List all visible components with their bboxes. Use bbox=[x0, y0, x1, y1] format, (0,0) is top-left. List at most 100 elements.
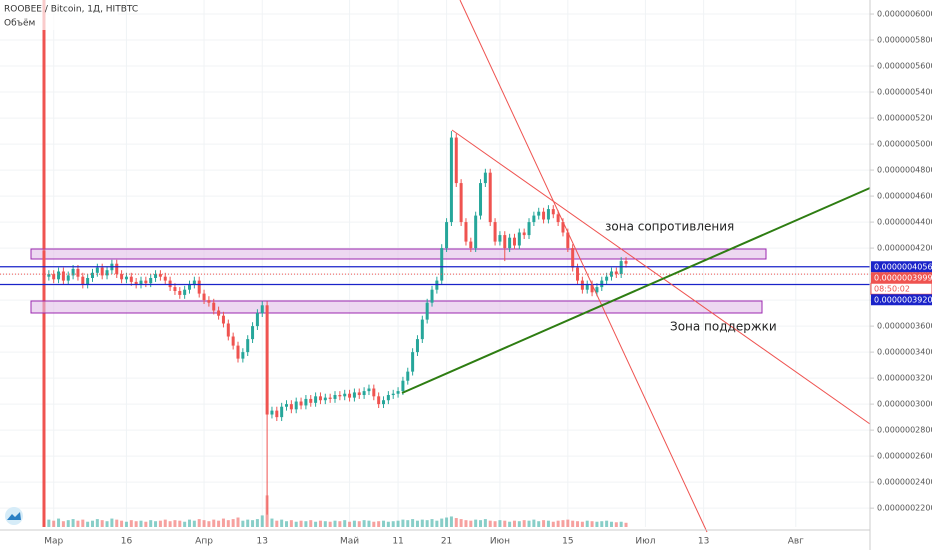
y-tick-label: 0.00000058000 bbox=[877, 36, 932, 45]
x-tick-label: Июл bbox=[635, 537, 655, 547]
candle-body bbox=[236, 345, 240, 359]
candle-body bbox=[435, 280, 439, 290]
candle-body bbox=[246, 339, 250, 353]
volume-bar bbox=[425, 520, 429, 527]
y-tick-label: 0.00000024000 bbox=[877, 478, 932, 487]
candle-body bbox=[217, 310, 221, 316]
volume-bar bbox=[294, 521, 298, 527]
candle-body bbox=[144, 280, 148, 284]
support-zone bbox=[30, 300, 763, 314]
volume-bar bbox=[275, 520, 279, 527]
volume-bar bbox=[600, 521, 604, 527]
volume-bar bbox=[386, 521, 390, 527]
y-tick-label: 0.00000026000 bbox=[877, 452, 932, 461]
volume-bar bbox=[362, 520, 366, 527]
candle-body bbox=[207, 300, 211, 303]
trend-line bbox=[459, 0, 708, 533]
volume-bar bbox=[309, 520, 313, 527]
x-tick-label: Авг bbox=[788, 537, 804, 547]
candle-body bbox=[90, 272, 94, 278]
volume-bar bbox=[76, 520, 80, 527]
candle-body bbox=[280, 406, 284, 418]
candle-body bbox=[333, 395, 337, 399]
volume-bar bbox=[226, 520, 230, 527]
candle-body bbox=[483, 172, 487, 184]
volume-bar bbox=[81, 519, 85, 527]
x-tick-label: Мар bbox=[44, 537, 63, 547]
volume-bar bbox=[614, 522, 618, 527]
candle-body bbox=[149, 277, 153, 284]
volume-bar bbox=[498, 520, 502, 527]
y-tick-label: 0.00000036000 bbox=[877, 322, 932, 331]
trend-line bbox=[401, 187, 871, 394]
price-label-bg bbox=[871, 272, 932, 284]
candle-body bbox=[154, 274, 158, 278]
volume-bar bbox=[144, 521, 148, 527]
candle-body bbox=[445, 222, 449, 249]
candle-body bbox=[498, 235, 502, 242]
candle-body bbox=[449, 137, 453, 223]
y-tick-label: 0.00000056000 bbox=[877, 62, 932, 71]
volume-bar bbox=[503, 520, 507, 527]
candle-body bbox=[42, 250, 46, 277]
grid bbox=[0, 0, 870, 527]
volume-bar bbox=[537, 521, 541, 527]
volume-bar bbox=[304, 521, 308, 527]
candle-body bbox=[391, 393, 395, 396]
candle-body bbox=[270, 410, 274, 415]
volume-bar bbox=[546, 520, 550, 527]
candle-body bbox=[124, 276, 128, 280]
candle-body bbox=[314, 396, 318, 403]
candle-body bbox=[382, 400, 386, 405]
price-label: 0.00000040565 bbox=[874, 262, 932, 271]
volume-bar bbox=[110, 518, 114, 527]
volume-bar bbox=[449, 516, 453, 527]
candle-body bbox=[52, 274, 56, 280]
price-label: 0.00000039996 bbox=[874, 273, 932, 282]
x-tick-label: Май bbox=[340, 537, 359, 547]
price-label: 0.00000039200 bbox=[874, 295, 932, 304]
candle-body bbox=[100, 267, 104, 276]
candle-body bbox=[580, 280, 584, 290]
volume-bar bbox=[430, 519, 434, 527]
y-tick-label: 0.00000052000 bbox=[877, 114, 932, 123]
candle-body bbox=[600, 280, 604, 288]
volume-bar bbox=[124, 521, 128, 527]
x-tick-label: 15 bbox=[562, 537, 573, 547]
y-tick-label: 0.00000044000 bbox=[877, 218, 932, 227]
candle-body bbox=[411, 352, 415, 372]
y-tick-label: 0.00000032000 bbox=[877, 374, 932, 383]
volume-bar bbox=[57, 518, 61, 527]
volume-bar bbox=[440, 518, 444, 527]
candle-body bbox=[362, 391, 366, 396]
volume-bar bbox=[115, 519, 119, 527]
volume-bar bbox=[352, 520, 356, 527]
x-tick-label: 13 bbox=[257, 537, 268, 547]
candle-body bbox=[590, 284, 594, 293]
candle-body bbox=[251, 326, 255, 340]
volume-bar bbox=[323, 521, 327, 527]
candle-body bbox=[57, 271, 61, 280]
volume-bar bbox=[415, 520, 419, 527]
candle-body bbox=[425, 302, 429, 320]
y-tick-label: 0.00000028000 bbox=[877, 426, 932, 435]
volume-bar bbox=[624, 522, 628, 527]
volume-bar bbox=[270, 518, 274, 527]
candle-body bbox=[386, 395, 390, 401]
candle-body bbox=[173, 287, 177, 292]
candle-body bbox=[527, 222, 531, 236]
candle-body bbox=[454, 137, 458, 184]
volume-bar bbox=[105, 521, 109, 527]
volume-label: Объём bbox=[4, 19, 35, 29]
volume-bar bbox=[120, 520, 124, 527]
candle-body bbox=[197, 280, 201, 294]
volume-bar bbox=[580, 521, 584, 527]
candle-body bbox=[275, 410, 279, 418]
candle-body bbox=[585, 284, 589, 290]
volume-bar bbox=[280, 519, 284, 527]
candle-body bbox=[255, 313, 259, 327]
candle-body bbox=[318, 396, 322, 401]
volume-bar bbox=[221, 518, 225, 527]
candle-body bbox=[406, 371, 410, 381]
